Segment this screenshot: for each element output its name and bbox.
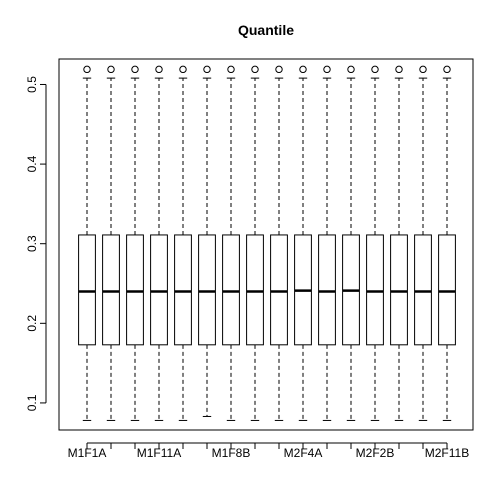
outlier-point <box>251 65 259 74</box>
box-group <box>102 65 120 421</box>
x-tick-label: M2F11B <box>425 446 469 460</box>
box-group <box>342 65 360 421</box>
outlier-point <box>107 65 115 74</box>
box <box>102 234 120 346</box>
y-tick-label: 0.2 <box>25 315 39 332</box>
box-group <box>318 65 336 421</box>
box-group <box>174 65 192 421</box>
outlier-point <box>203 65 211 74</box>
outlier-point <box>419 65 427 74</box>
outlier-point <box>323 65 331 74</box>
box-group <box>222 65 240 421</box>
x-tick-label: M2F2B <box>356 446 395 460</box>
outlier-point <box>179 65 187 74</box>
outlier-point <box>299 65 307 74</box>
y-tick-label: 0.5 <box>25 76 39 93</box>
box-group <box>414 65 432 421</box>
outlier-point <box>155 65 163 74</box>
box-group <box>126 65 144 421</box>
box <box>366 234 384 346</box>
box-group <box>246 65 264 421</box>
y-tick-label: 0.1 <box>25 394 39 411</box>
box-group <box>366 65 384 421</box>
x-tick-label: M1F8B <box>212 446 251 460</box>
outlier-point <box>395 65 403 74</box>
box <box>174 234 192 346</box>
box-group <box>294 65 312 421</box>
box <box>246 234 264 346</box>
box <box>78 234 96 346</box>
outlier-point <box>347 65 355 74</box>
outlier-point <box>371 65 379 74</box>
box-group <box>390 65 408 421</box>
chart-title: Quantile <box>238 22 294 38</box>
box-group <box>150 65 168 421</box>
box-group <box>78 65 96 421</box>
outlier-point <box>131 65 139 74</box>
boxes-layer <box>78 65 456 421</box>
box <box>414 234 432 346</box>
box-group <box>438 65 456 421</box>
box <box>390 234 408 346</box>
box <box>222 234 240 346</box>
outlier-point <box>83 65 91 74</box>
x-tick-label: M2F4A <box>284 446 323 460</box>
y-tick-label: 0.4 <box>25 155 39 172</box>
box <box>318 234 336 346</box>
y-axis: 0.1 0.2 0.3 0.4 0.5 <box>25 76 47 411</box>
x-axis: M1F1A M1F11A M1F8B M2F4A M2F2B M2F11B <box>68 442 469 460</box>
box <box>270 234 288 346</box>
x-tick-label: M1F1A <box>68 446 107 460</box>
plot-frame <box>58 58 474 431</box>
box-group <box>198 65 216 417</box>
box <box>126 234 144 346</box>
outlier-point <box>275 65 283 74</box>
box <box>438 234 456 346</box>
outlier-point <box>443 65 451 74</box>
y-tick-label: 0.3 <box>25 235 39 252</box>
box-group <box>270 65 288 421</box>
x-tick-label: M1F11A <box>137 446 181 460</box>
outlier-point <box>227 65 235 74</box>
box <box>150 234 168 346</box>
box <box>198 234 216 346</box>
